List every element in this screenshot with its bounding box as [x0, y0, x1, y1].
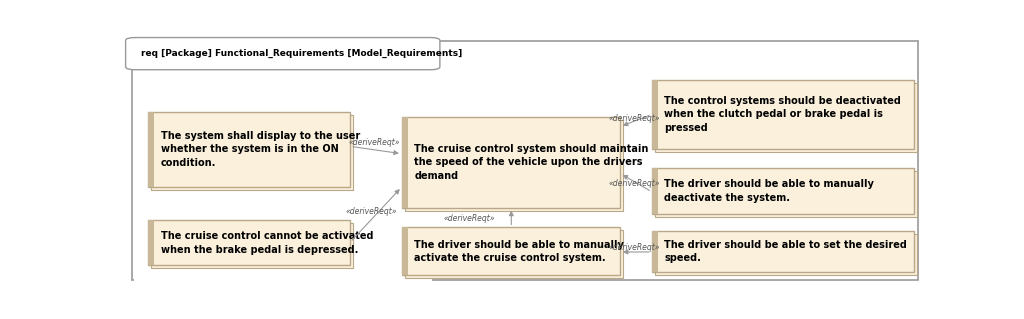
Text: «deriveReqt»: «deriveReqt»: [348, 138, 399, 147]
FancyBboxPatch shape: [147, 220, 350, 265]
Text: req [Package] Functional_Requirements [Model_Requirements]: req [Package] Functional_Requirements [M…: [141, 49, 463, 58]
FancyBboxPatch shape: [655, 83, 916, 152]
FancyBboxPatch shape: [401, 227, 620, 275]
Text: «deriveReqt»: «deriveReqt»: [443, 214, 495, 223]
Text: «deriveReqt»: «deriveReqt»: [608, 243, 660, 252]
Text: The control systems should be deactivated
when the clutch pedal or brake pedal i: The control systems should be deactivate…: [665, 96, 901, 133]
FancyBboxPatch shape: [404, 120, 624, 211]
FancyBboxPatch shape: [126, 38, 440, 70]
Text: «deriveReqt»: «deriveReqt»: [608, 114, 660, 122]
FancyBboxPatch shape: [147, 112, 350, 187]
FancyBboxPatch shape: [401, 117, 409, 208]
Text: The cruise control system should maintain
the speed of the vehicle upon the driv: The cruise control system should maintai…: [415, 144, 649, 181]
FancyBboxPatch shape: [133, 275, 432, 281]
FancyBboxPatch shape: [652, 80, 658, 149]
Text: The driver should be able to manually
deactivate the system.: The driver should be able to manually de…: [665, 179, 874, 203]
FancyBboxPatch shape: [652, 231, 913, 272]
Text: «deriveReqt»: «deriveReqt»: [608, 179, 660, 188]
FancyBboxPatch shape: [401, 117, 620, 208]
FancyBboxPatch shape: [151, 223, 353, 268]
FancyBboxPatch shape: [655, 171, 916, 217]
FancyBboxPatch shape: [151, 115, 353, 190]
FancyBboxPatch shape: [401, 227, 409, 275]
FancyBboxPatch shape: [652, 168, 658, 214]
FancyBboxPatch shape: [147, 112, 155, 187]
FancyBboxPatch shape: [655, 234, 916, 275]
Text: The driver should be able to set the desired
speed.: The driver should be able to set the des…: [665, 240, 907, 263]
FancyBboxPatch shape: [652, 80, 913, 149]
Text: The cruise control cannot be activated
when the brake pedal is depressed.: The cruise control cannot be activated w…: [161, 231, 373, 255]
FancyBboxPatch shape: [652, 231, 658, 272]
FancyBboxPatch shape: [652, 168, 913, 214]
FancyBboxPatch shape: [147, 220, 155, 265]
FancyBboxPatch shape: [404, 230, 624, 278]
Text: The system shall display to the user
whether the system is in the ON
condition.: The system shall display to the user whe…: [161, 131, 359, 168]
Text: The driver should be able to manually
activate the cruise control system.: The driver should be able to manually ac…: [415, 240, 625, 263]
FancyBboxPatch shape: [132, 41, 918, 280]
Text: «deriveReqt»: «deriveReqt»: [346, 207, 397, 216]
